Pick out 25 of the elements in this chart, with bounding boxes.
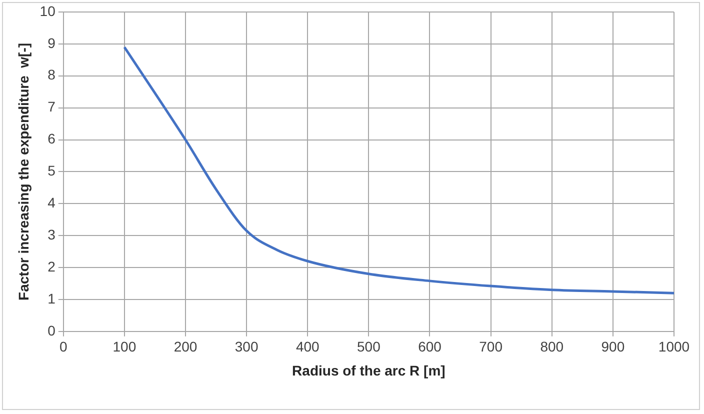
y-tick-label: 6 [48,130,56,147]
x-tick-label: 800 [540,338,564,355]
y-tick-label: 8 [48,66,56,83]
y-axis-title: Factor increasing the expenditure w[-] [15,42,32,300]
y-tick-label: 4 [48,194,56,210]
y-tick-label: 5 [48,162,56,179]
y-tick-label: 2 [48,258,56,274]
x-tick-label: 400 [296,338,320,355]
y-tick-label: 10 [40,2,56,19]
x-tick-label: 100 [112,338,136,355]
y-tick-label: 9 [48,34,56,51]
x-tick-label: 200 [174,338,198,355]
x-tick-label: 600 [418,338,442,355]
x-tick-label: 0 [59,338,68,355]
x-tick-label: 1000 [658,338,690,355]
x-tick-label: 700 [479,338,503,355]
y-tick-label: 1 [48,290,56,306]
y-tick-label: 0 [48,322,56,338]
x-tick-label: 500 [357,338,381,355]
line-series [123,46,674,294]
y-tick-label: 3 [48,226,56,242]
x-tick-label: 300 [234,338,258,355]
x-tick-label: 900 [601,338,625,355]
y-tick-label: 7 [48,98,56,115]
x-axis-title: Radius of the arc R [m] [292,362,446,378]
